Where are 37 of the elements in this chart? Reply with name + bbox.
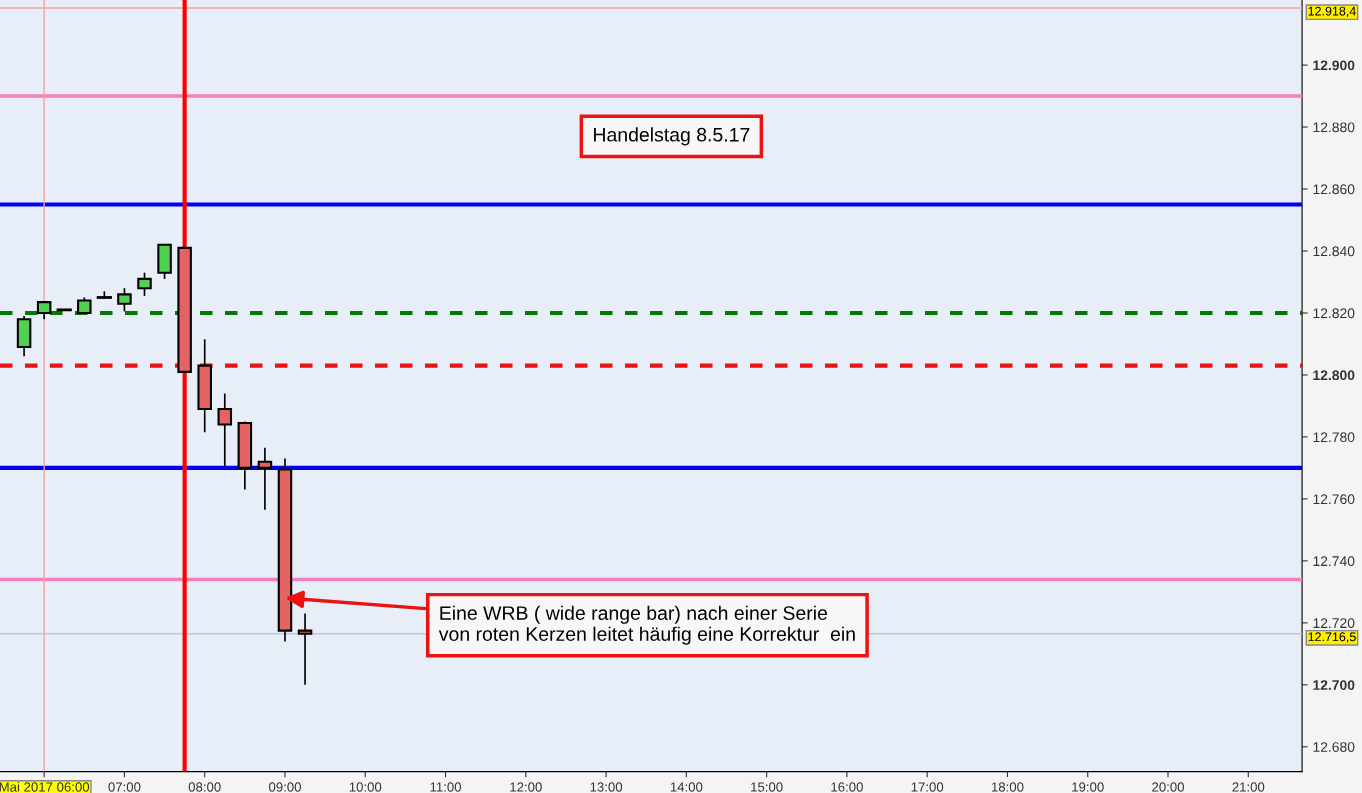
y-tick-label: 12.740 xyxy=(1313,556,1355,567)
y-tick-label: 12.900 xyxy=(1313,60,1355,71)
ref-line-label: 12.716,5 xyxy=(1308,632,1356,643)
annotation: Eine WRB ( wide range bar) nach einer Serie von roten Kerzen leitet häufig eine Korrektur ein xyxy=(438,605,855,645)
y-tick-label: 12.880 xyxy=(1313,122,1355,133)
x-tick-label: 16:00 xyxy=(831,782,863,792)
x-tick-label: 08:00 xyxy=(188,782,221,792)
x-tick-label: 17:00 xyxy=(911,782,944,792)
y-tick-label: 12.800 xyxy=(1313,370,1355,381)
y-tick-label: 12.820 xyxy=(1313,308,1355,319)
x-tick-label: 15:00 xyxy=(751,782,783,792)
y-tick-label: 12.780 xyxy=(1313,432,1355,443)
x-tick-label: Mai 2017 06:00 xyxy=(0,782,90,792)
y-tick-label: 12.760 xyxy=(1313,494,1355,505)
x-tick-label: 12:00 xyxy=(510,782,542,792)
x-tick-label: 11:00 xyxy=(430,782,462,792)
x-tick-label: 09:00 xyxy=(268,782,301,792)
y-tick-label: 12.720 xyxy=(1313,618,1355,629)
annotation: Handelstag 8.5.17 xyxy=(594,127,750,146)
x-tick-label: 07:00 xyxy=(108,782,141,792)
candlestick xyxy=(257,446,273,511)
y-tick-label: 12.840 xyxy=(1313,246,1355,257)
candlestick xyxy=(117,287,132,313)
x-tick-label: 14:00 xyxy=(670,782,703,792)
candlestick xyxy=(297,612,313,686)
x-tick-label: 10:00 xyxy=(349,782,382,792)
x-tick-label: 20:00 xyxy=(1152,782,1185,792)
ref-line-label: 12.918,4 xyxy=(1308,6,1356,18)
candlestick xyxy=(137,271,152,297)
x-tick-label: 18:00 xyxy=(991,782,1024,792)
y-tick-label: 12.700 xyxy=(1313,680,1355,690)
x-tick-label: 21:00 xyxy=(1232,782,1265,792)
candlestick xyxy=(217,392,233,468)
x-tick-label: 19:00 xyxy=(1072,782,1104,792)
x-tick-label: 13:00 xyxy=(590,782,623,792)
y-tick-label: 12.680 xyxy=(1313,742,1355,752)
y-tick-label: 12.860 xyxy=(1313,184,1355,195)
